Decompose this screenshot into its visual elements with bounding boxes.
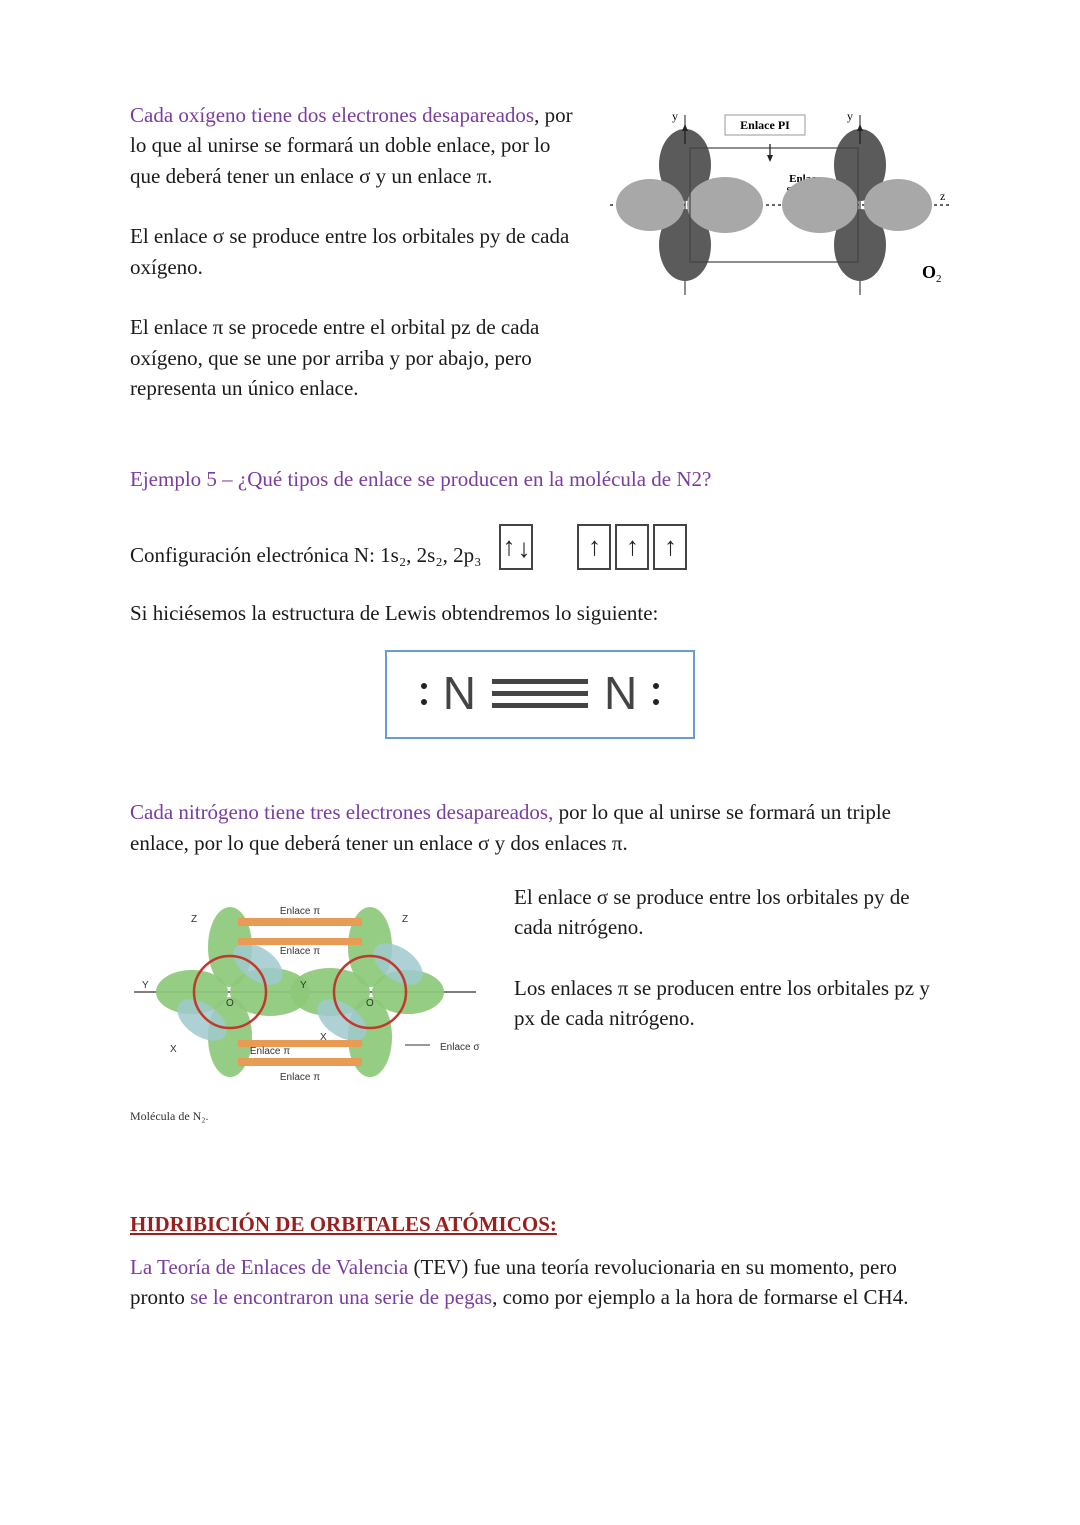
svg-text:y: y [672, 109, 678, 123]
svg-text:Y: Y [142, 980, 149, 991]
svg-text:Enlace π: Enlace π [280, 946, 320, 957]
lewis-atom-left: N [443, 660, 476, 727]
o2-intro-highlight: Cada oxígeno tiene dos electrones desapa… [130, 103, 534, 127]
svg-text:Enlace σ: Enlace σ [440, 1042, 480, 1053]
electron-config-row: Configuración electrónica N: 1s₂, 2s₂, 2… [130, 524, 950, 570]
electron-up-arrow-icon: ↑ [664, 534, 677, 560]
svg-text:Z: Z [191, 914, 197, 925]
o2-orbital-diagram: z y y Enlace PI Enlace SIGMA [610, 100, 950, 310]
electron-up-arrow-icon: ↑ [588, 534, 601, 560]
electron-up-arrow-icon: ↑ [626, 534, 639, 560]
n2-sigma-paragraph: El enlace σ se produce entre los orbital… [514, 882, 950, 943]
o2-intro-paragraph: Cada oxígeno tiene dos electrones desapa… [130, 100, 580, 191]
hybrid-text-2: , como por ejemplo a la hora de formarse… [492, 1285, 908, 1309]
orbital-box-unpaired: ↑ ↑ ↑ [577, 524, 687, 570]
svg-text:X: X [170, 1044, 177, 1055]
svg-text:O: O [366, 998, 374, 1009]
svg-text:2: 2 [936, 273, 942, 285]
svg-text:Enlace π: Enlace π [250, 1046, 290, 1057]
lewis-intro: Si hiciésemos la estructura de Lewis obt… [130, 598, 950, 628]
hybridization-heading-block: HIDRIBICIÓN DE ORBITALES ATÓMICOS: [130, 1209, 950, 1239]
lewis-box: N N [385, 650, 695, 739]
orbital-box: ↑ [577, 524, 611, 570]
lewis-structure: N N [130, 650, 950, 739]
o2-sigma-paragraph: El enlace σ se produce entre los orbital… [130, 221, 580, 282]
n2-pi-paragraph: Los enlaces π se producen entre los orbi… [514, 973, 950, 1034]
example5-heading: Ejemplo 5 – ¿Qué tipos de enlace se prod… [130, 464, 950, 494]
o2-section: Cada oxígeno tiene dos electrones desapa… [130, 100, 950, 416]
triple-bond-icon [492, 679, 588, 708]
o2-pi-label: Enlace PI [740, 118, 790, 132]
hybrid-span-1: La Teoría de Enlaces de Valencia [130, 1255, 408, 1279]
orbital-box-paired: ↑ ↓ [499, 524, 533, 570]
svg-text:O: O [922, 262, 936, 282]
config-label: Configuración electrónica N: 1s₂, 2s₂, 2… [130, 540, 481, 570]
svg-text:Enlace π: Enlace π [280, 1072, 320, 1083]
svg-text:Enlace π: Enlace π [280, 906, 320, 917]
lone-pair-left [421, 683, 427, 705]
n2-figure-caption: Molécula de N₂. [130, 1108, 480, 1125]
n2-section: Enlace π Enlace π Enlace π Enlace π Enla… [130, 882, 950, 1125]
lewis-atom-right: N [604, 660, 637, 727]
orbital-box: ↑ [615, 524, 649, 570]
svg-text:Z: Z [402, 914, 408, 925]
hybrid-span-2: se le encontraron una serie de pegas [190, 1285, 492, 1309]
electron-down-arrow-icon: ↓ [517, 536, 530, 562]
n2-figure-column: Enlace π Enlace π Enlace π Enlace π Enla… [130, 882, 480, 1125]
electron-up-arrow-icon: ↑ [502, 534, 515, 560]
hybridization-paragraph: La Teoría de Enlaces de Valencia (TEV) f… [130, 1252, 950, 1313]
orbital-box: ↑ [653, 524, 687, 570]
n2-text-column: El enlace σ se produce entre los orbital… [514, 882, 950, 1046]
o2-pi-paragraph: El enlace π se procede entre el orbital … [130, 312, 580, 403]
n2-intro-paragraph: Cada nitrógeno tiene tres electrones des… [130, 797, 950, 858]
o2-text-column: Cada oxígeno tiene dos electrones desapa… [130, 100, 580, 416]
lone-pair-right [653, 683, 659, 705]
orbital-box: ↑ ↓ [499, 524, 533, 570]
svg-text:y: y [847, 109, 853, 123]
svg-text:Y: Y [300, 980, 307, 991]
hybridization-heading: HIDRIBICIÓN DE ORBITALES ATÓMICOS: [130, 1212, 557, 1236]
svg-text:O: O [226, 998, 234, 1009]
n2-orbital-diagram: Enlace π Enlace π Enlace π Enlace π Enla… [130, 882, 480, 1102]
svg-text:z: z [940, 189, 945, 203]
n2-intro-highlight: Cada nitrógeno tiene tres electrones des… [130, 800, 553, 824]
svg-text:X: X [320, 1032, 327, 1043]
